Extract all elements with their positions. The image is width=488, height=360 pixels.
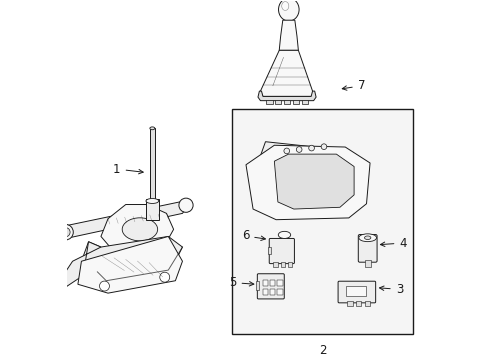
Bar	[280, 262, 284, 267]
Text: 6: 6	[241, 229, 265, 243]
Ellipse shape	[281, 1, 288, 10]
Bar	[276, 289, 282, 295]
Bar	[287, 262, 291, 267]
Ellipse shape	[145, 198, 159, 203]
Ellipse shape	[149, 127, 155, 130]
Text: 3: 3	[379, 283, 402, 296]
Circle shape	[96, 262, 105, 271]
Bar	[292, 100, 299, 104]
Polygon shape	[101, 204, 173, 252]
Polygon shape	[78, 237, 182, 293]
Bar	[355, 301, 361, 306]
Circle shape	[179, 198, 193, 212]
Bar	[255, 281, 259, 290]
FancyBboxPatch shape	[337, 281, 375, 303]
Text: 2: 2	[318, 344, 325, 357]
Bar	[346, 286, 365, 296]
Circle shape	[61, 228, 70, 237]
Bar	[145, 199, 159, 220]
Circle shape	[321, 144, 326, 149]
Text: 5: 5	[229, 276, 253, 289]
Polygon shape	[58, 242, 101, 289]
Bar	[232, 109, 412, 334]
Bar	[149, 128, 155, 201]
Circle shape	[54, 280, 66, 292]
Circle shape	[296, 147, 302, 152]
Polygon shape	[274, 154, 353, 209]
FancyBboxPatch shape	[358, 235, 376, 262]
FancyBboxPatch shape	[269, 238, 294, 264]
Circle shape	[308, 145, 314, 151]
Text: 1: 1	[113, 163, 143, 176]
Bar	[273, 262, 277, 267]
Polygon shape	[258, 91, 315, 101]
Circle shape	[165, 253, 174, 262]
Bar	[262, 289, 268, 295]
Polygon shape	[256, 142, 314, 175]
Text: 7: 7	[342, 79, 365, 92]
Ellipse shape	[358, 234, 376, 242]
Circle shape	[284, 148, 289, 154]
Polygon shape	[63, 201, 187, 238]
Bar	[262, 280, 268, 286]
Bar	[301, 100, 307, 104]
Ellipse shape	[122, 218, 157, 241]
Circle shape	[100, 281, 109, 291]
FancyBboxPatch shape	[257, 274, 284, 299]
Polygon shape	[279, 20, 298, 50]
Bar	[283, 100, 290, 104]
Bar	[269, 280, 275, 286]
Bar	[276, 280, 282, 286]
Circle shape	[160, 272, 169, 282]
Text: 4: 4	[380, 237, 406, 249]
Polygon shape	[260, 50, 313, 96]
Bar	[265, 100, 272, 104]
Circle shape	[58, 224, 73, 240]
Bar	[274, 100, 281, 104]
Ellipse shape	[364, 236, 370, 239]
Ellipse shape	[278, 231, 290, 238]
Bar	[346, 301, 352, 306]
Polygon shape	[81, 237, 182, 272]
Bar	[267, 247, 271, 254]
Ellipse shape	[278, 0, 299, 21]
Bar	[364, 301, 369, 306]
Polygon shape	[245, 145, 369, 220]
Bar	[364, 260, 370, 267]
Bar	[269, 289, 275, 295]
